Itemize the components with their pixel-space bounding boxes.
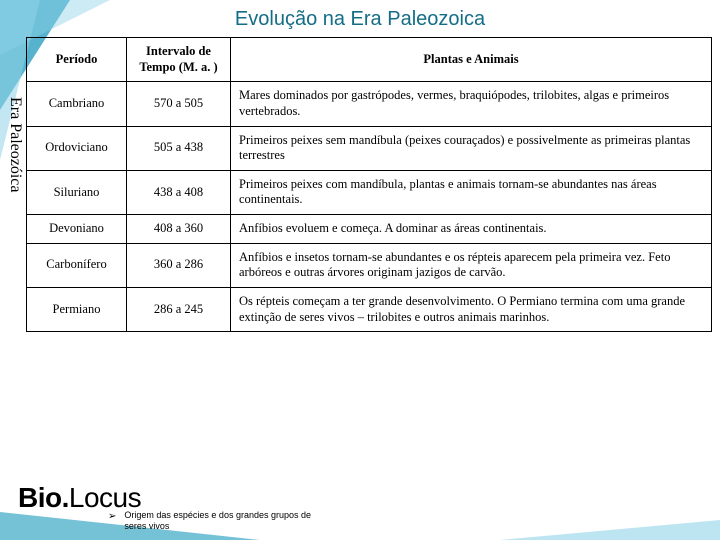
cell-period: Carbonífero — [27, 243, 127, 287]
header-interval: Intervalo de Tempo (M. a. ) — [127, 38, 231, 82]
cell-desc: Anfíbios evoluem e começa. A dominar as … — [231, 215, 712, 244]
footer-text: Origem das espécies e dos grandes grupos… — [124, 510, 314, 532]
table-row: Devoniano 408 a 360 Anfíbios evoluem e c… — [27, 215, 712, 244]
cell-desc: Mares dominados por gastrópodes, vermes,… — [231, 82, 712, 126]
cell-interval: 570 a 505 — [127, 82, 231, 126]
cell-period: Cambriano — [27, 82, 127, 126]
content: Era Paleozóica Período Intervalo de Temp… — [0, 37, 720, 332]
header-period: Período — [27, 38, 127, 82]
cell-period: Permiano — [27, 287, 127, 331]
cell-interval: 360 a 286 — [127, 243, 231, 287]
table-row: Carbonífero 360 a 286 Anfíbios e insetos… — [27, 243, 712, 287]
era-vertical-label: Era Paleozóica — [4, 37, 26, 332]
footer: Bio.Locus ➢ Origem das espécies e dos gr… — [18, 482, 314, 532]
table-row: Siluriano 438 a 408 Primeiros peixes com… — [27, 170, 712, 214]
arrow-icon: ➢ — [108, 510, 116, 523]
table-header-row: Período Intervalo de Tempo (M. a. ) Plan… — [27, 38, 712, 82]
cell-desc: Anfíbios e insetos tornam-se abundantes … — [231, 243, 712, 287]
cell-desc: Os répteis começam a ter grande desenvol… — [231, 287, 712, 331]
cell-interval: 505 a 438 — [127, 126, 231, 170]
table-row: Ordoviciano 505 a 438 Primeiros peixes s… — [27, 126, 712, 170]
cell-period: Ordoviciano — [27, 126, 127, 170]
cell-desc: Primeiros peixes sem mandíbula (peixes c… — [231, 126, 712, 170]
cell-period: Siluriano — [27, 170, 127, 214]
cell-interval: 438 a 408 — [127, 170, 231, 214]
slide-title: Evolução na Era Paleozoica — [0, 0, 720, 37]
logo-left: Bio. — [18, 482, 69, 513]
table-row: Permiano 286 a 245 Os répteis começam a … — [27, 287, 712, 331]
logo-right: Locus — [69, 482, 141, 513]
header-plants: Plantas e Animais — [231, 38, 712, 82]
era-table: Período Intervalo de Tempo (M. a. ) Plan… — [26, 37, 712, 332]
table-row: Cambriano 570 a 505 Mares dominados por … — [27, 82, 712, 126]
cell-interval: 286 a 245 — [127, 287, 231, 331]
cell-desc: Primeiros peixes com mandíbula, plantas … — [231, 170, 712, 214]
cell-period: Devoniano — [27, 215, 127, 244]
cell-interval: 408 a 360 — [127, 215, 231, 244]
